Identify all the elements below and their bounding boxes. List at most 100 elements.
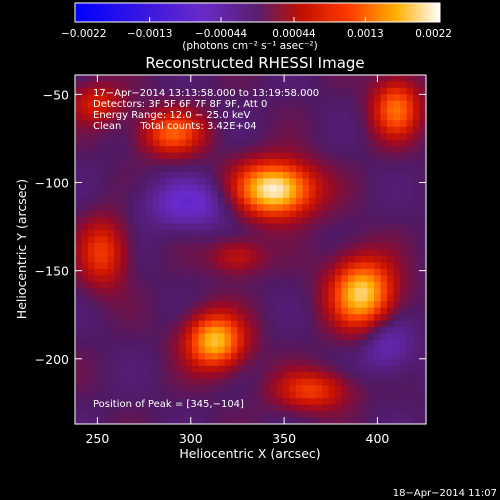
- heatmap-cell: [75, 288, 83, 296]
- heatmap-cell: [179, 230, 187, 238]
- heatmap-cell: [348, 275, 356, 283]
- heatmap-cell: [107, 359, 115, 367]
- heatmap-cell: [114, 120, 122, 128]
- heatmap-cell: [322, 217, 330, 225]
- heatmap-cell: [296, 404, 304, 412]
- heatmap-cell: [289, 139, 297, 147]
- heatmap-cell: [114, 223, 122, 231]
- heatmap-cell: [120, 294, 128, 302]
- heatmap-cell: [419, 217, 427, 225]
- heatmap-cell: [146, 171, 154, 179]
- heatmap-cell: [159, 159, 167, 167]
- heatmap-cell: [400, 191, 408, 199]
- heatmap-cell: [127, 255, 135, 264]
- heatmap-cell: [393, 165, 401, 173]
- heatmap-cell: [309, 268, 317, 276]
- heatmap-cell: [257, 398, 265, 406]
- heatmap-cell: [94, 81, 102, 89]
- heatmap-cell: [276, 197, 284, 205]
- heatmap-cell: [211, 236, 219, 244]
- heatmap-cell: [224, 184, 232, 192]
- heatmap-cell: [231, 398, 239, 406]
- heatmap-cell: [172, 159, 180, 167]
- heatmap-cell: [289, 191, 297, 199]
- heatmap-cell: [166, 159, 174, 167]
- heatmap-cell: [218, 165, 226, 173]
- heatmap-cell: [354, 346, 362, 354]
- heatmap-cell: [367, 197, 375, 205]
- heatmap-cell: [127, 94, 135, 102]
- heatmap-cell: [153, 320, 161, 328]
- heatmap-image: [75, 75, 427, 425]
- heatmap-cell: [172, 359, 180, 367]
- heatmap-cell: [328, 230, 336, 238]
- heatmap-cell: [289, 165, 297, 173]
- heatmap-cell: [198, 327, 206, 335]
- heatmap-cell: [380, 411, 388, 419]
- heatmap-cell: [107, 243, 115, 251]
- heatmap-cell: [211, 255, 219, 264]
- heatmap-cell: [270, 255, 278, 264]
- heatmap-cell: [250, 178, 258, 186]
- heatmap-cell: [179, 107, 187, 115]
- heatmap-cell: [283, 204, 291, 212]
- heatmap-cell: [107, 255, 115, 264]
- heatmap-cell: [335, 236, 343, 244]
- heatmap-cell: [289, 339, 297, 348]
- heatmap-cell: [231, 81, 239, 89]
- heatmap-cell: [244, 197, 252, 205]
- heatmap-cell: [315, 217, 323, 225]
- heatmap-cell: [348, 268, 356, 276]
- heatmap-cell: [387, 327, 395, 335]
- heatmap-cell: [315, 171, 323, 179]
- heatmap-cell: [263, 126, 271, 134]
- heatmap-cell: [257, 243, 265, 251]
- heatmap-cell: [335, 327, 343, 335]
- heatmap-cell: [244, 294, 252, 302]
- heatmap-cell: [289, 223, 297, 231]
- heatmap-cell: [185, 107, 193, 115]
- heatmap-cell: [283, 165, 291, 173]
- heatmap-cell: [393, 120, 401, 128]
- heatmap-cell: [166, 217, 174, 225]
- heatmap-cell: [322, 87, 330, 95]
- heatmap-cell: [296, 243, 304, 251]
- heatmap-cell: [94, 191, 102, 199]
- heatmap-cell: [283, 100, 291, 108]
- heatmap-cell: [146, 178, 154, 186]
- heatmap-cell: [419, 314, 427, 322]
- heatmap-cell: [270, 223, 278, 231]
- heatmap-cell: [361, 275, 369, 283]
- heatmap-cell: [127, 107, 135, 115]
- heatmap-cell: [133, 204, 141, 212]
- heatmap-cell: [107, 184, 115, 192]
- heatmap-cell: [107, 352, 115, 360]
- heatmap-cell: [179, 133, 187, 141]
- heatmap-cell: [315, 268, 323, 276]
- heatmap-cell: [237, 391, 245, 399]
- heatmap-cell: [218, 113, 226, 121]
- heatmap-cell: [250, 391, 258, 399]
- heatmap-cell: [159, 146, 167, 154]
- heatmap-cell: [250, 152, 258, 160]
- heatmap-cell: [81, 365, 89, 373]
- heatmap-cell: [309, 171, 317, 179]
- heatmap-cell: [166, 126, 174, 134]
- heatmap-cell: [172, 255, 180, 264]
- heatmap-cell: [192, 398, 200, 406]
- heatmap-cell: [250, 113, 258, 121]
- heatmap-cell: [192, 81, 200, 89]
- heatmap-cell: [341, 301, 349, 309]
- heatmap-cell: [224, 411, 232, 419]
- heatmap-cell: [257, 139, 265, 147]
- heatmap-cell: [192, 120, 200, 128]
- heatmap-cell: [185, 288, 193, 296]
- heatmap-cell: [133, 359, 141, 367]
- annotation-time-range: 17−Apr−2014 13:13:58.000 to 13:19:58.000: [93, 88, 319, 99]
- heatmap-cell: [101, 275, 109, 283]
- heatmap-cell: [179, 417, 187, 425]
- heatmap-cell: [166, 417, 174, 425]
- heatmap-cell: [224, 126, 232, 134]
- heatmap-cell: [179, 191, 187, 199]
- heatmap-cell: [335, 126, 343, 134]
